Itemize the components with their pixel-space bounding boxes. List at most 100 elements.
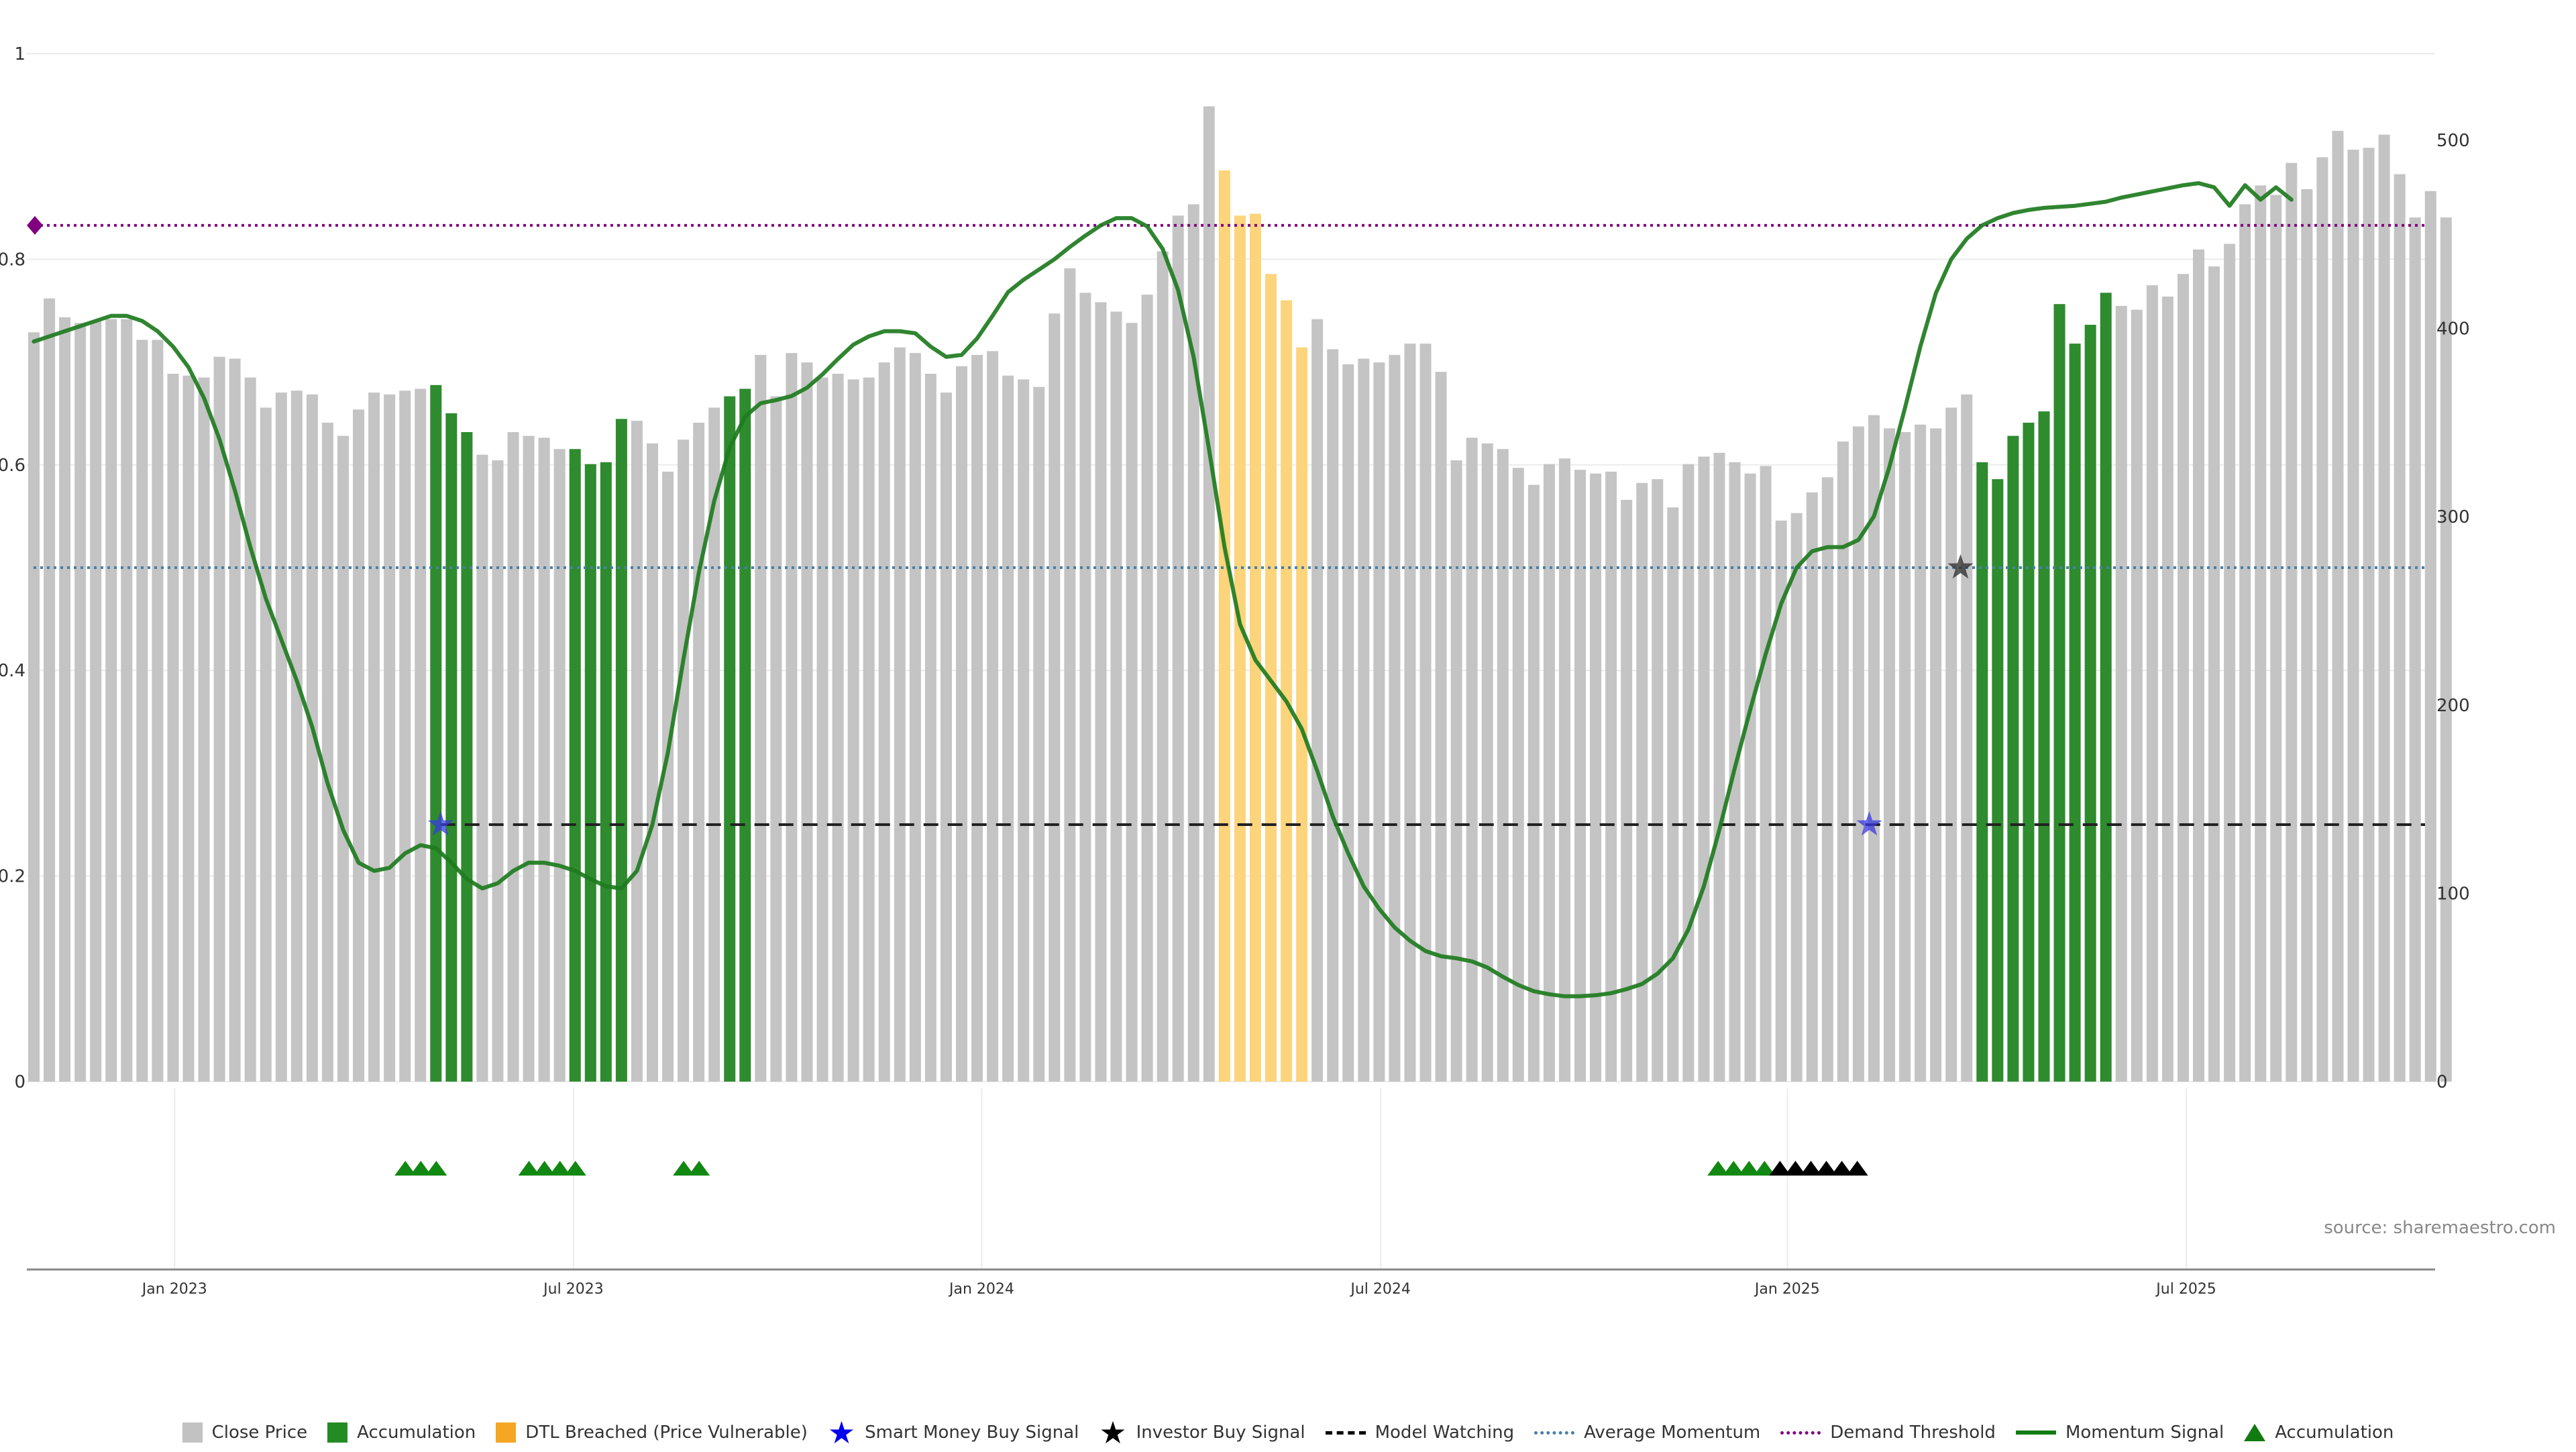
close-price-bar bbox=[2208, 266, 2220, 1082]
close-price-bar bbox=[1450, 460, 1462, 1082]
close-price-bar bbox=[1466, 437, 1478, 1082]
close-price-bar bbox=[476, 454, 488, 1082]
close-price-bar bbox=[553, 449, 566, 1082]
legend-swatch bbox=[182, 1422, 203, 1443]
demand-threshold-marker bbox=[27, 215, 43, 235]
dtl-breached-bar bbox=[1296, 347, 1308, 1082]
accumulation-triangle-watching bbox=[1800, 1161, 1822, 1176]
legend-label: Model Watching bbox=[1375, 1422, 1515, 1443]
close-price-bar bbox=[2131, 309, 2143, 1082]
close-price-bar bbox=[2424, 191, 2436, 1082]
close-price-bar bbox=[971, 354, 983, 1082]
x-axis-date-tick: Jul 2024 bbox=[1349, 1281, 1411, 1298]
accumulation-bar bbox=[2023, 422, 2035, 1082]
close-price-bar bbox=[260, 407, 272, 1082]
accumulation-bar bbox=[739, 388, 751, 1082]
close-price-bar bbox=[28, 332, 40, 1082]
close-price-bar bbox=[1852, 426, 1864, 1082]
close-price-bar bbox=[878, 362, 890, 1082]
accumulation-triangle bbox=[410, 1161, 432, 1176]
accumulation-bar bbox=[461, 431, 473, 1082]
accumulation-triangle bbox=[564, 1161, 586, 1176]
accumulation-bar bbox=[569, 449, 581, 1082]
close-price-bar bbox=[306, 394, 318, 1082]
legend: Close Price Accumulation DTL Breached (Pri… bbox=[0, 1416, 2576, 1449]
close-price-bar bbox=[368, 393, 380, 1082]
close-price-bar bbox=[924, 373, 936, 1082]
close-price-bar bbox=[770, 396, 782, 1082]
close-price-bar bbox=[523, 435, 535, 1082]
close-price-bar bbox=[755, 354, 767, 1082]
close-price-bar bbox=[2286, 162, 2298, 1082]
close-price-bar bbox=[1713, 452, 1725, 1082]
legend-label: Accumulation bbox=[357, 1422, 476, 1443]
accumulation-bar bbox=[1992, 479, 2004, 1082]
close-price-bar bbox=[90, 321, 102, 1082]
close-price-bar bbox=[492, 460, 504, 1082]
close-price-bar bbox=[832, 373, 844, 1082]
close-price-bar bbox=[1884, 428, 1895, 1082]
legend-item: Demand Threshold bbox=[1780, 1422, 1996, 1443]
legend-label: Investor Buy Signal bbox=[1136, 1422, 1305, 1443]
smart-money-buy-star bbox=[1856, 811, 1882, 836]
close-price-bar bbox=[1652, 479, 1664, 1082]
accumulation-triangle-watching bbox=[1846, 1161, 1868, 1176]
legend-swatch bbox=[1325, 1431, 1366, 1435]
close-price-bar bbox=[678, 439, 690, 1082]
close-price-bar bbox=[1033, 386, 1045, 1082]
legend-swatch bbox=[327, 1422, 348, 1443]
close-price-bar bbox=[415, 388, 427, 1082]
accumulation-bar bbox=[430, 384, 442, 1082]
close-price-bar bbox=[662, 471, 674, 1082]
close-price-bar bbox=[2270, 195, 2282, 1082]
close-price-bar bbox=[2161, 296, 2174, 1082]
close-price-bar bbox=[2255, 185, 2267, 1082]
close-price-bar bbox=[2239, 204, 2251, 1082]
close-price-bar bbox=[1899, 431, 1911, 1082]
close-price-bar bbox=[1574, 470, 1586, 1082]
close-price-bar bbox=[1636, 482, 1648, 1082]
accumulation-triangle bbox=[1754, 1161, 1776, 1176]
legend-label: Momentum Signal bbox=[2065, 1422, 2224, 1443]
close-price-bar bbox=[2440, 217, 2452, 1082]
close-price-bar bbox=[1419, 344, 1432, 1082]
close-price-bar bbox=[693, 422, 705, 1082]
close-price-bar bbox=[1187, 204, 1199, 1082]
close-price-bar bbox=[1527, 484, 1540, 1082]
grid-lines bbox=[27, 53, 2435, 1269]
legend-item: Accumulation bbox=[2244, 1422, 2394, 1443]
close-price-bar bbox=[1821, 477, 1833, 1082]
legend-item: Close Price bbox=[182, 1422, 308, 1443]
close-price-bar bbox=[1141, 295, 1153, 1082]
close-price-bar bbox=[1203, 106, 1215, 1082]
legend-label: Close Price bbox=[211, 1422, 308, 1443]
close-price-bar bbox=[1018, 379, 1030, 1082]
accumulation-bar bbox=[2053, 304, 2065, 1082]
close-price-bar bbox=[1435, 372, 1447, 1082]
close-price-bar bbox=[1389, 354, 1401, 1082]
close-price-bar bbox=[2332, 131, 2344, 1082]
close-price-bar bbox=[1110, 311, 1122, 1082]
star-icon: ★ bbox=[1099, 1414, 1127, 1451]
close-price-bar bbox=[1605, 471, 1617, 1082]
close-price-bar bbox=[1327, 349, 1339, 1082]
dtl-breached-bar bbox=[1281, 300, 1293, 1082]
accumulation-bar bbox=[2038, 411, 2050, 1082]
close-price-bar bbox=[507, 431, 519, 1082]
close-price-bar bbox=[290, 391, 303, 1082]
close-price-bar bbox=[631, 421, 643, 1082]
left-axis-tick: 0.6 bbox=[0, 456, 25, 476]
x-axis-date-tick: Jul 2025 bbox=[2155, 1281, 2216, 1298]
close-price-bar bbox=[152, 340, 164, 1082]
accumulation-bar bbox=[2100, 293, 2112, 1082]
close-price-bar bbox=[59, 317, 71, 1082]
accumulation-bar bbox=[2069, 344, 2081, 1082]
close-price-bar bbox=[1095, 302, 1107, 1082]
close-price-bar bbox=[1373, 362, 1385, 1082]
close-price-bar bbox=[2301, 189, 2313, 1082]
close-price-bar bbox=[2378, 134, 2390, 1082]
close-price-bar bbox=[74, 323, 87, 1082]
close-price-bar bbox=[1481, 443, 1493, 1082]
legend-swatch bbox=[496, 1422, 517, 1443]
close-price-bar bbox=[1172, 215, 1184, 1082]
